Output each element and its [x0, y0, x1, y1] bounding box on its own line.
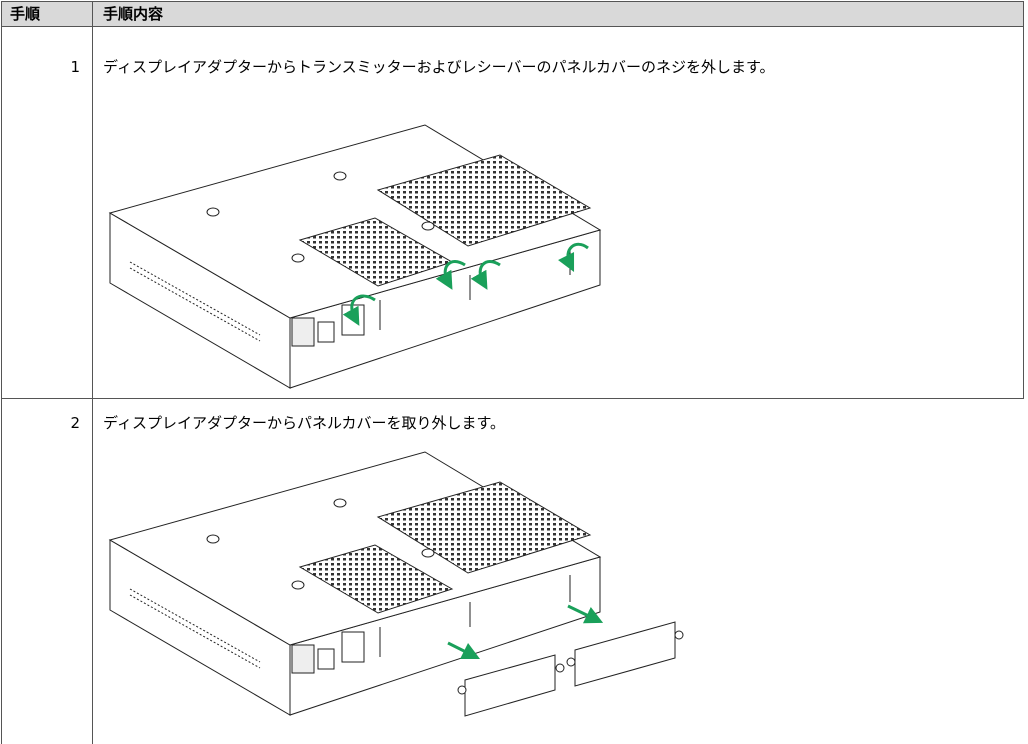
- border: [1, 1, 1024, 2]
- step-number: 2: [70, 414, 80, 432]
- border: [1, 26, 1024, 27]
- header-cell: 手順: [10, 5, 41, 23]
- illustration-step-2: [109, 451, 684, 717]
- border: [1, 398, 1024, 399]
- header-cell: 手順内容: [103, 5, 164, 23]
- step-text: ディスプレイアダプターからパネルカバーを取り外します。: [103, 414, 506, 432]
- border: [1023, 1, 1024, 399]
- illustration-step-1: [109, 124, 601, 389]
- border: [1, 1, 2, 744]
- header-background: [1, 1, 1024, 26]
- step-text: ディスプレイアダプターからトランスミッターおよびレシーバーのパネルカバーのネジを…: [103, 58, 775, 76]
- border: [92, 1, 93, 744]
- step-number: 1: [70, 58, 80, 76]
